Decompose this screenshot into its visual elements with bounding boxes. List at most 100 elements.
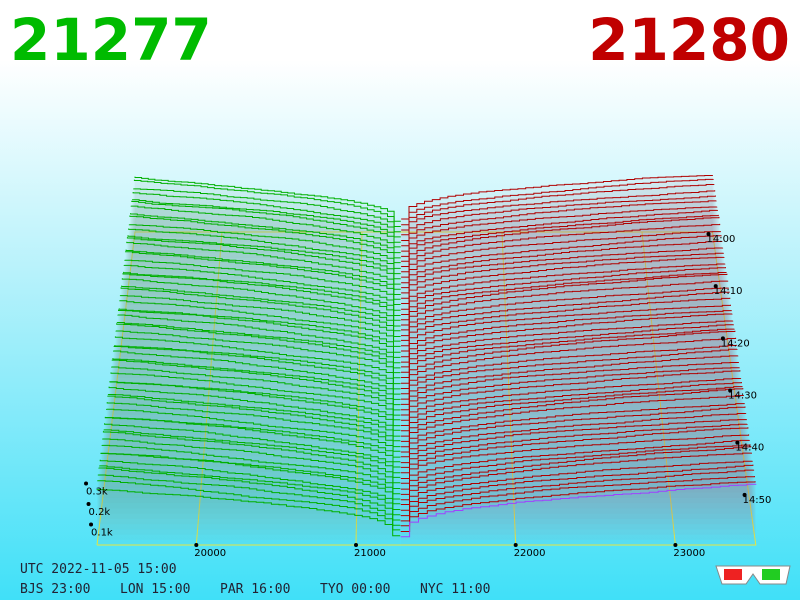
ask-slice (400, 378, 742, 426)
bid-slice (102, 431, 401, 484)
ask-slice (400, 403, 745, 453)
time-tick-label: 14:30 (728, 391, 757, 402)
time-tick-label: 14:40 (735, 443, 764, 454)
ask-fill (400, 481, 756, 540)
ask-slice (401, 297, 731, 347)
bid-slice (96, 489, 401, 537)
ask-fill (400, 382, 742, 441)
bid-fill (112, 358, 401, 415)
red-lens (724, 569, 742, 580)
tick-dot (194, 543, 199, 547)
bid-slice (116, 323, 401, 374)
axes: 20000 21000 22000 23000 14:00 14:10 14:20 14:30… (84, 232, 771, 559)
bid-fill (99, 465, 401, 525)
ask-fill (401, 267, 726, 326)
bid-fill (102, 438, 401, 499)
ask-slice (400, 469, 755, 522)
bid-slice (122, 273, 401, 321)
green-lens (762, 569, 780, 580)
bid-slice (110, 372, 401, 421)
ask-fill (400, 483, 756, 545)
tick-dot (354, 543, 358, 547)
time-tick-dot (713, 284, 718, 289)
bid-fill (127, 237, 401, 295)
ask-fill (401, 216, 719, 279)
ask-slice (401, 214, 719, 262)
ask-fill (400, 367, 740, 425)
ask-slice (401, 328, 735, 378)
volume-tick-dot (89, 522, 94, 527)
ask-slice (400, 464, 754, 517)
bid-slice (100, 452, 401, 505)
bid-fill (98, 467, 401, 530)
ask-slice (401, 190, 716, 236)
ask-slice (401, 320, 734, 368)
ask-slice (401, 195, 716, 241)
ask-slice (401, 241, 723, 289)
bid-slice (103, 429, 401, 478)
ask-slice (400, 370, 741, 421)
ask-fill (401, 324, 734, 384)
time-tick-dot (735, 440, 740, 445)
ask-slice (401, 184, 715, 231)
volume-tick-dot (84, 481, 89, 486)
bid-slice (126, 241, 401, 290)
ask-slice (401, 235, 722, 284)
ask-fill (401, 252, 724, 311)
volume-tick-label: 0.1k (91, 528, 113, 539)
volume-tick-label: 0.2k (89, 507, 111, 518)
x-tick-label: 20000 (194, 548, 226, 559)
bid-slice (130, 213, 401, 259)
bid-slice (113, 350, 401, 400)
ask-slice (400, 386, 743, 437)
ask-fill (401, 210, 718, 269)
zone-time: NYC 11:00 (420, 582, 490, 597)
bid-slice (98, 467, 401, 521)
ask-slice (400, 476, 755, 527)
ask-slice (401, 263, 726, 310)
ask-slice (400, 444, 751, 495)
bid-slice (109, 381, 401, 431)
bid-slice (116, 322, 401, 369)
bid-fill (125, 251, 401, 311)
ask-slice (400, 460, 753, 511)
ask-fill (401, 200, 717, 259)
bid-fill (135, 176, 401, 232)
bid-fill (121, 287, 401, 347)
ask-slice (401, 178, 714, 226)
bid-slice (99, 459, 401, 510)
ask-slice (400, 413, 747, 464)
x-tick-label: 22000 (514, 548, 546, 559)
bid-slice (114, 345, 401, 390)
bid-slice (128, 228, 401, 275)
bid-slice (119, 295, 401, 342)
bid-slice (115, 330, 401, 379)
ask-fill (401, 297, 730, 358)
ask-fill (400, 469, 754, 530)
bid-slice (132, 192, 401, 238)
ask-slice (400, 355, 739, 405)
bid-fill (98, 474, 401, 535)
ask-slice (400, 439, 750, 490)
bid-slice (134, 176, 401, 222)
ask-slice (401, 252, 724, 299)
ask-slice (400, 348, 738, 400)
bid-slice (111, 359, 401, 411)
ask-fill (400, 330, 735, 394)
bid-slice (125, 251, 401, 300)
bid-fill (117, 322, 401, 379)
bid-fill (111, 366, 401, 425)
bid-slice (123, 271, 401, 316)
bid-slice (127, 235, 401, 280)
bid-slice (106, 408, 401, 458)
ask-fill (400, 476, 755, 535)
bid-slice (97, 474, 401, 526)
ask-slice (401, 310, 732, 358)
bid-slice (119, 300, 401, 347)
ask-fill (401, 241, 722, 300)
time-tick-label: 14:20 (721, 338, 750, 349)
ask-slice (401, 313, 733, 363)
x-tick-label: 21000 (354, 548, 386, 559)
time-tick-label: 14:10 (714, 286, 743, 297)
